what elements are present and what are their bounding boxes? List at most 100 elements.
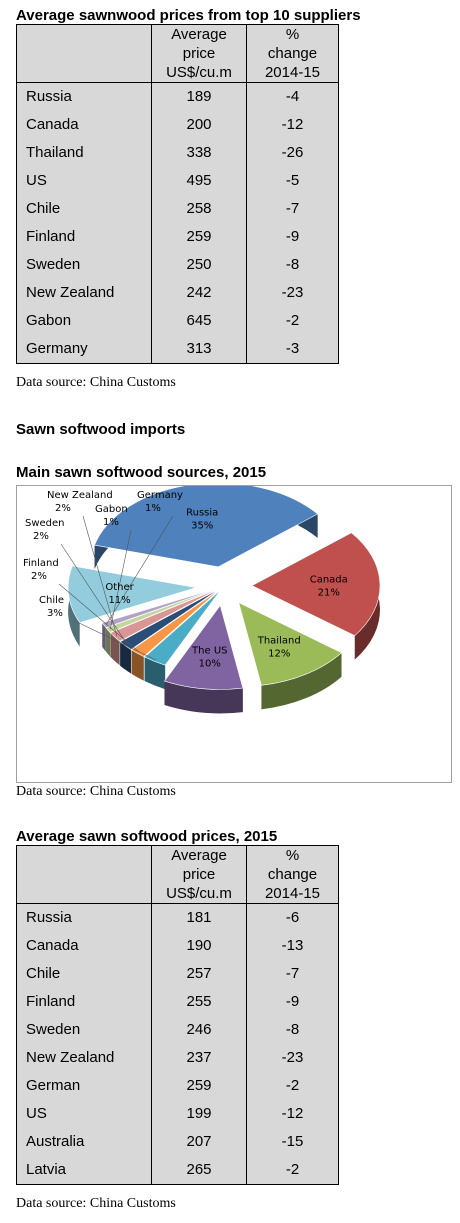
slice-label-thailand: Thailand	[257, 635, 301, 646]
country-cell: Latvia	[26, 1161, 67, 1178]
leader-line-sweden	[60, 543, 128, 645]
slice-label-other: Other	[105, 582, 134, 593]
country-header-cell	[16, 24, 152, 83]
price-header-line1: Average	[171, 26, 227, 43]
change-cell: -7	[246, 960, 339, 988]
country-cell: Finland	[26, 228, 76, 245]
slice-label-canada: Canada	[310, 575, 348, 586]
price-header: Average price US$/cu.m	[151, 24, 247, 83]
slice-value-germany: 1%	[145, 503, 161, 514]
change-header-line1: %	[285, 26, 300, 43]
pie-slice-side-new-zealand	[110, 632, 120, 666]
country-cell: New Zealand	[26, 284, 115, 301]
change-cell: -8	[246, 251, 339, 279]
table-row: Germany 313 -3	[17, 335, 339, 364]
country-cell: Gabon	[26, 312, 72, 329]
pie-slice-side-finland	[131, 649, 144, 681]
price-cell: 645	[151, 307, 247, 335]
price-cell: 313	[151, 335, 247, 364]
softwood-prices-table: Average price US$/cu.m % change 2014-15 …	[16, 845, 339, 1185]
leader-line-germany	[106, 515, 174, 625]
pie-slice-russia	[94, 486, 319, 568]
pie-slice-side-sweden	[120, 641, 131, 674]
price-cell: 259	[151, 223, 247, 251]
table-row: US 199 -12	[17, 1100, 339, 1128]
pie-slice-canada	[251, 532, 381, 637]
chart-title: Main sawn softwood sources, 2015	[16, 464, 267, 481]
change-cell: -9	[246, 223, 339, 251]
country-cell: New Zealand	[26, 1049, 115, 1066]
slice-label-the-us: The US	[191, 645, 227, 656]
table-row: New Zealand 237 -23	[17, 1044, 339, 1072]
table-row: Thailand 338 -26	[17, 139, 339, 167]
change-header-line3: 2014-15	[264, 885, 321, 902]
slice-value-other: 11%	[108, 595, 130, 606]
price-cell: 250	[151, 251, 247, 279]
price-cell: 495	[151, 167, 247, 195]
change-header: % change 2014-15	[246, 845, 339, 904]
slice-label-russia: Russia	[186, 508, 218, 519]
price-cell: 200	[151, 111, 247, 139]
price-header: Average price US$/cu.m	[151, 845, 247, 904]
country-cell: Canada	[26, 116, 79, 133]
price-cell: 237	[151, 1044, 247, 1072]
change-header-line3: 2014-15	[264, 64, 321, 81]
slice-value-chile: 3%	[47, 608, 63, 619]
country-header-cell	[16, 845, 152, 904]
change-cell: -2	[246, 1072, 339, 1100]
price-header-line3: US$/cu.m	[166, 64, 232, 81]
country-cell: US	[26, 172, 47, 189]
change-cell: -6	[246, 903, 339, 932]
table2-title: Average sawn softwood prices, 2015	[16, 828, 278, 845]
change-cell: -13	[246, 932, 339, 960]
slice-value-thailand: 12%	[268, 648, 290, 659]
slice-value-the-us: 10%	[199, 658, 221, 669]
change-header-line2: change	[267, 866, 318, 883]
slice-value-new-zealand: 2%	[55, 503, 71, 514]
table-row: Sweden 250 -8	[17, 251, 339, 279]
country-cell: Russia	[26, 909, 72, 926]
table-row: New Zealand 242 -23	[17, 279, 339, 307]
price-header-line1: Average	[171, 847, 227, 864]
table-row: Russia 189 -4	[17, 82, 339, 111]
slice-value-sweden: 2%	[33, 531, 49, 542]
change-cell: -12	[246, 111, 339, 139]
change-cell: -23	[246, 1044, 339, 1072]
change-header-line2: change	[267, 45, 318, 62]
slice-value-finland: 2%	[31, 571, 47, 582]
change-cell: -26	[246, 139, 339, 167]
table-row: Finland 255 -9	[17, 988, 339, 1016]
pie-slice-germany	[101, 587, 219, 628]
pie-slice-side-chile	[144, 657, 166, 690]
change-cell: -23	[246, 279, 339, 307]
price-cell: 259	[151, 1072, 247, 1100]
country-cell: Sweden	[26, 256, 81, 273]
price-cell: 258	[151, 195, 247, 223]
change-cell: -7	[246, 195, 339, 223]
chart-source: Data source: China Customs	[16, 784, 176, 799]
slice-label-germany: Germany	[137, 490, 183, 501]
country-cell: Sweden	[26, 1021, 81, 1038]
table-row: Gabon 645 -2	[17, 307, 339, 335]
slice-label-finland: Finland	[23, 558, 59, 569]
table1-title: Average sawnwood prices from top 10 supp…	[16, 7, 361, 24]
price-cell: 246	[151, 1016, 247, 1044]
change-cell: -12	[246, 1100, 339, 1128]
table-row: German 259 -2	[17, 1072, 339, 1100]
table-row: Sweden 246 -8	[17, 1016, 339, 1044]
slice-label-sweden: Sweden	[25, 518, 65, 529]
slice-value-russia: 35%	[191, 521, 213, 532]
change-cell: -4	[246, 82, 339, 111]
change-cell: -2	[246, 307, 339, 335]
slice-label-gabon: Gabon	[95, 504, 128, 515]
price-header-line2: price	[182, 866, 216, 883]
price-cell: 207	[151, 1128, 247, 1156]
change-cell: -2	[246, 1156, 339, 1185]
change-header: % change 2014-15	[246, 24, 339, 83]
pie-slice-side-the-us	[164, 681, 243, 714]
country-cell: US	[26, 1105, 47, 1122]
country-cell: Chile	[26, 965, 61, 982]
price-cell: 338	[151, 139, 247, 167]
slice-value-canada: 21%	[318, 588, 340, 599]
table-row: Chile 258 -7	[17, 195, 339, 223]
